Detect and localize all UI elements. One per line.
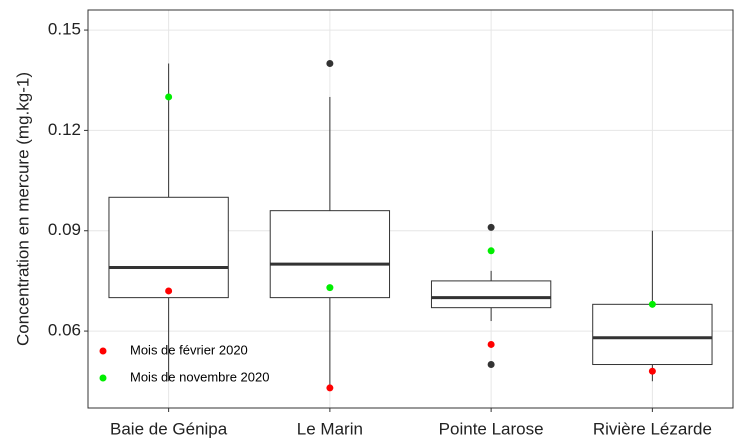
point — [487, 340, 495, 348]
y-tick-label: 0.12 — [48, 120, 81, 139]
x-tick-label: Pointe Larose — [439, 419, 544, 438]
box — [430, 280, 552, 309]
point — [165, 287, 173, 295]
y-tick-label: 0.15 — [48, 20, 81, 39]
point — [326, 384, 334, 392]
y-tick-label: 0.09 — [48, 220, 81, 239]
outlier — [326, 60, 334, 68]
legend-marker — [99, 347, 107, 355]
x-tick-label: Rivière Lézarde — [593, 419, 712, 438]
point — [165, 93, 173, 101]
box — [108, 196, 229, 299]
panel-border — [87, 9, 734, 409]
legend-label: Mois de février 2020 — [130, 342, 248, 357]
box — [269, 210, 391, 299]
legend-label: Mois de novembre 2020 — [130, 369, 269, 384]
x-tick-label: Le Marin — [297, 419, 363, 438]
point — [326, 284, 334, 292]
y-axis-label: Concentration en mercure (mg.kg-1) — [13, 72, 32, 346]
outlier — [487, 361, 495, 369]
point — [648, 300, 656, 308]
point — [487, 247, 495, 255]
x-tick-label: Baie de Génipa — [110, 419, 228, 438]
box — [592, 303, 713, 366]
outlier — [487, 223, 495, 231]
y-tick-label: 0.06 — [48, 321, 81, 340]
legend-marker — [99, 374, 107, 382]
point — [648, 367, 656, 375]
